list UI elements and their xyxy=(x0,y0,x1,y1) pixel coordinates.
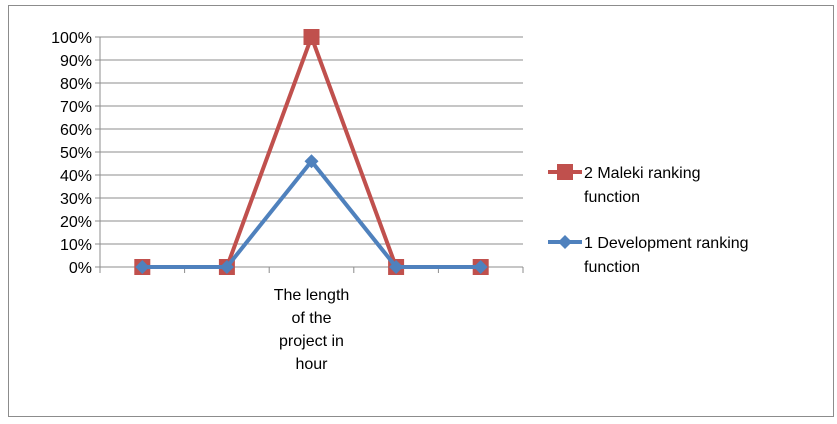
legend-entry: 2 Maleki ranking function xyxy=(548,164,701,206)
y-tick-labels: 0% 10% 20% 30% 40% 50% 60% 70% 80% 90% 100% xyxy=(51,30,92,277)
y-tick-label: 80% xyxy=(60,76,92,93)
x-category-labels: The length of the project in hour xyxy=(274,287,350,373)
legend-marker xyxy=(557,164,573,180)
y-tick-label: 20% xyxy=(60,214,92,231)
data-point xyxy=(304,154,319,169)
y-tick-label: 10% xyxy=(60,237,92,254)
gridlines xyxy=(100,36,523,245)
y-tick-label: 40% xyxy=(60,168,92,185)
y-tick-label: 0% xyxy=(69,260,92,277)
data-point xyxy=(303,29,320,45)
chart-frame xyxy=(8,5,834,417)
series-1-development-ranking-function xyxy=(135,154,488,274)
data-point xyxy=(389,260,404,274)
y-tick-label: 70% xyxy=(60,99,92,116)
series-lines xyxy=(134,29,489,275)
x-category-label: The length of the project in hour xyxy=(274,287,350,373)
legend-marker xyxy=(558,235,572,249)
legend-entry: 1 Development ranking function xyxy=(548,235,749,276)
y-tick-label: 90% xyxy=(60,53,92,70)
data-point xyxy=(473,260,488,274)
y-tick-label: 50% xyxy=(60,145,92,162)
data-point xyxy=(219,260,234,274)
legend-label: 1 Development ranking function xyxy=(584,235,749,276)
y-tick-label: 100% xyxy=(51,30,92,47)
legend-label: 2 Maleki ranking function xyxy=(584,165,701,206)
legend: 2 Maleki ranking function 1 Development ra… xyxy=(548,164,749,276)
data-point xyxy=(135,260,150,274)
y-tick-label: 30% xyxy=(60,191,92,208)
axes xyxy=(95,36,524,273)
series-line xyxy=(142,157,481,269)
y-tick-label: 60% xyxy=(60,122,92,139)
